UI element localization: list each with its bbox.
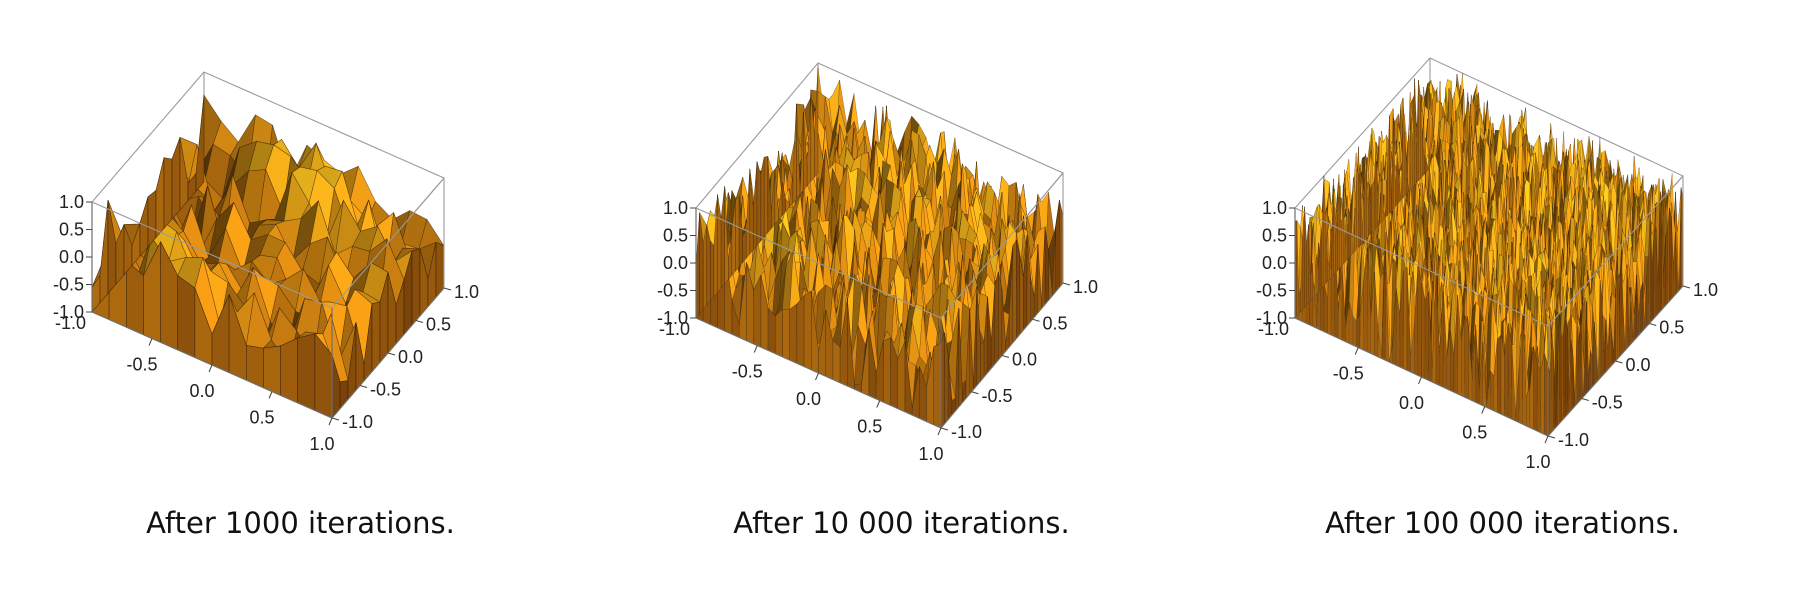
y-tick-label: 0.0 [1012, 350, 1037, 370]
y-tick-label: -0.5 [1592, 393, 1623, 413]
x-tick-label: 1.0 [918, 444, 943, 464]
y-tick-label: -0.5 [982, 386, 1013, 406]
surface-front-wall [1294, 78, 1684, 437]
z-tick-label: 0.5 [59, 220, 84, 240]
y-tick-label: 1.0 [1073, 277, 1098, 297]
x-tick-label: -0.5 [732, 362, 763, 382]
x-tick-label: 0.5 [1462, 423, 1487, 443]
x-tick-label: -1.0 [659, 319, 690, 339]
x-tick-label: 0.0 [1399, 393, 1424, 413]
x-tick-label: -1.0 [55, 313, 86, 333]
z-tick-label: -1.0 [657, 308, 688, 328]
caption-1000: After 1000 iterations. [146, 506, 455, 540]
z-tick-label: 1.0 [1262, 198, 1287, 218]
z-tick-label: 0.0 [663, 253, 688, 273]
caption-100000: After 100 000 iterations. [1325, 506, 1680, 540]
x-tick-label: 1.0 [1525, 452, 1550, 470]
x-tick-label: 1.0 [309, 434, 334, 454]
z-tick-label: -0.5 [1256, 281, 1287, 301]
x-tick-label: 0.0 [189, 381, 214, 401]
z-tick-label: 0.0 [1262, 253, 1287, 273]
y-tick-label: -1.0 [951, 422, 982, 442]
z-tick-label: -1.0 [53, 302, 84, 322]
surface-front-wall [695, 67, 1064, 429]
z-tick-label: 0.0 [59, 247, 84, 267]
z-tick-label: 0.5 [1262, 226, 1287, 246]
surface-plot-1000: -0.50.00.51.0-1.0-1.0-0.50.00.51.01.00.5… [53, 71, 479, 454]
x-tick-label: 0.0 [796, 389, 821, 409]
surface-front-wall [91, 95, 445, 419]
y-tick-label: 0.5 [426, 315, 451, 335]
y-tick-label: 1.0 [454, 282, 479, 302]
y-tick-label: 0.0 [398, 347, 423, 367]
x-tick-label: -0.5 [126, 355, 157, 375]
z-tick-label: 0.5 [663, 226, 688, 246]
surface-plot-100000: -0.50.00.51.0-1.0-1.0-0.50.00.51.01.00.5… [1256, 57, 1718, 470]
y-tick-label: 1.0 [1693, 280, 1718, 300]
z-tick-label: 1.0 [663, 198, 688, 218]
y-tick-label: 0.5 [1043, 313, 1068, 333]
x-tick-label: -1.0 [1258, 319, 1289, 339]
y-tick-label: 0.0 [1626, 355, 1651, 375]
surface-plot-10000: -0.50.00.51.0-1.0-1.0-0.50.00.51.01.00.5… [657, 62, 1098, 464]
z-tick-label: 1.0 [59, 192, 84, 212]
y-tick-label: -0.5 [370, 380, 401, 400]
y-tick-label: 0.5 [1659, 318, 1684, 338]
caption-10000: After 10 000 iterations. [733, 506, 1070, 540]
x-tick-label: -0.5 [1333, 364, 1364, 384]
x-tick-label: 0.5 [249, 408, 274, 428]
z-tick-label: -0.5 [53, 275, 84, 295]
y-tick-label: -1.0 [342, 412, 373, 432]
x-tick-label: 0.5 [857, 417, 882, 437]
y-tick-label: -1.0 [1558, 430, 1589, 450]
z-tick-label: -0.5 [657, 281, 688, 301]
z-tick-label: -1.0 [1256, 308, 1287, 328]
